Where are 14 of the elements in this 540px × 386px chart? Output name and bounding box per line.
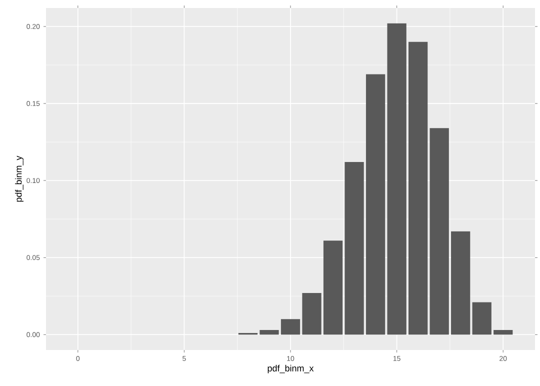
bar (260, 330, 279, 335)
bar (387, 23, 406, 335)
x-axis-title: pdf_binm_x (268, 364, 314, 374)
bar (451, 231, 470, 335)
bar (430, 128, 449, 335)
bar (494, 330, 513, 335)
y-axis-title: pdf_binm_y (15, 156, 24, 202)
bar (344, 162, 364, 335)
bar (280, 319, 300, 335)
bar (366, 74, 386, 335)
bar (408, 42, 428, 335)
bar (323, 240, 343, 335)
bar (472, 302, 492, 335)
bar (302, 293, 322, 335)
